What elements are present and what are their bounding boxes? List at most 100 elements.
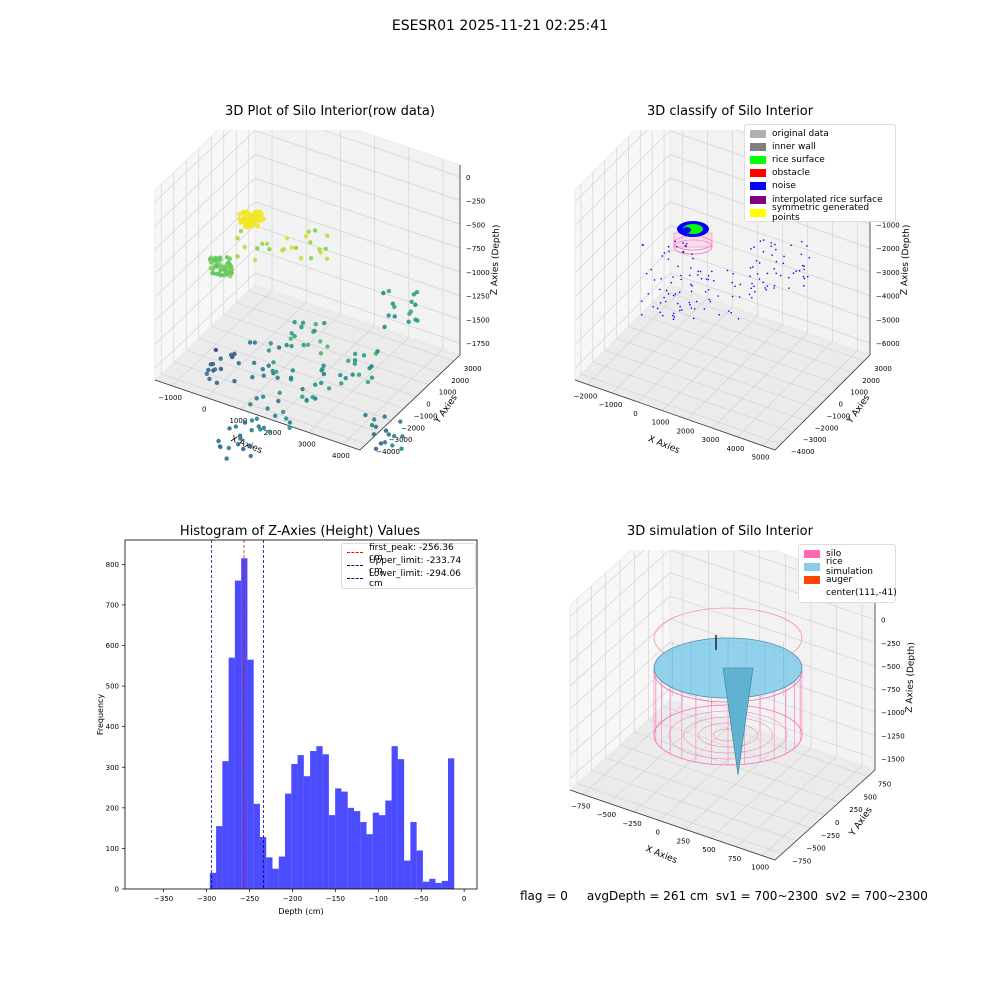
plot1-point xyxy=(288,336,293,341)
plot3-hist-bar xyxy=(366,834,373,889)
plot1-grid-line xyxy=(248,290,454,362)
plot1-point xyxy=(280,248,285,253)
plot1-point xyxy=(260,366,266,372)
plot3-histogram: −350 −300 −250 −200 −150 −100 −50 0 0 100 200 300 40… xyxy=(96,539,478,916)
plot1-point xyxy=(305,342,311,348)
plot2-legend-item: interpolated rice surface xyxy=(745,193,895,206)
plot1-point xyxy=(283,416,289,421)
plot1-point xyxy=(413,317,418,322)
plot2-noise-point xyxy=(775,248,777,251)
plot2-noise-point xyxy=(754,290,756,293)
plot3-legend-item: Upper_limit: -233.74 cm xyxy=(342,556,475,576)
plot3-x-tick-label: −50 xyxy=(414,895,429,903)
plot3-hist-bar xyxy=(291,764,298,889)
plot1-point xyxy=(206,367,211,373)
plot2-noise-point xyxy=(692,317,695,320)
plot3-hist-bar xyxy=(353,811,361,889)
plot3-y-tick-label: 200 xyxy=(106,804,119,812)
plot2-noise-point xyxy=(751,266,754,268)
plot1-z-tick-label: −750 xyxy=(466,245,485,253)
plot2-noise-point xyxy=(801,264,804,267)
plot3-x-tick-label: −100 xyxy=(369,895,388,903)
plot1-point xyxy=(226,445,232,451)
plot2-noise-point xyxy=(803,265,805,267)
plot2-noise-point xyxy=(709,300,712,303)
plot1-point xyxy=(255,223,260,228)
plot2-noise-point xyxy=(704,291,707,293)
plot2-y-tick-label: 2000 xyxy=(862,377,880,385)
plot2-grid-line xyxy=(574,249,671,345)
plot1-point xyxy=(321,371,327,377)
plot2-grid-line xyxy=(574,130,671,226)
plot2-noise-point xyxy=(750,296,753,299)
plot2-noise-point xyxy=(667,258,670,260)
plot1-point xyxy=(390,443,395,448)
plot1-point xyxy=(273,369,279,374)
plot2-noise-point xyxy=(795,270,797,272)
plot2-grid-line xyxy=(574,177,671,274)
plot1-point xyxy=(241,215,246,221)
plot1-z-tick-label: −250 xyxy=(466,198,485,206)
plot1-point xyxy=(249,427,254,433)
plot1-point xyxy=(406,319,411,325)
plot1-point xyxy=(383,428,389,433)
plot2-noise-point xyxy=(773,287,775,289)
plot4-grid-line xyxy=(619,744,826,816)
plot3-hist-bar xyxy=(253,803,260,889)
plot2-grid-line xyxy=(628,326,829,397)
plot4-grid-line xyxy=(569,641,671,733)
plot1-point xyxy=(251,360,257,366)
plot1-point xyxy=(216,438,221,444)
plot2-legend-item: symmetric generated points xyxy=(745,203,895,223)
plot1-point xyxy=(217,271,222,276)
plot1-point xyxy=(371,432,377,437)
plot1-point xyxy=(271,360,276,365)
plot2-noise-point xyxy=(727,310,730,312)
plot2-noise-point xyxy=(682,242,684,244)
plot2-noise-point xyxy=(667,293,670,295)
plot4-z-tick-label: −1500 xyxy=(881,755,905,763)
plot2-noise-point xyxy=(753,246,755,248)
plot1-point xyxy=(280,409,286,415)
plot2-noise-point xyxy=(800,240,803,243)
plot1-point xyxy=(326,386,332,391)
plot2-noise-point xyxy=(660,277,663,280)
plot3-hist-bar xyxy=(379,815,386,889)
plot1-point xyxy=(308,240,313,245)
plot1-point xyxy=(303,234,309,239)
plot1-point xyxy=(371,417,377,422)
plot3-hist-bar xyxy=(347,807,354,889)
plot2-y-axis-line xyxy=(774,354,871,451)
plot1-point xyxy=(300,386,305,392)
plot4-x-tick-label: −500 xyxy=(597,811,616,819)
plot2-noise-point xyxy=(697,270,700,273)
plot2-z-tick-label: −2000 xyxy=(876,245,900,253)
plot2-noise-point xyxy=(692,257,694,260)
plot2-legend-label: noise xyxy=(772,181,796,192)
plot4-z-tick-label: −1000 xyxy=(881,709,905,717)
plot1-point xyxy=(235,236,240,241)
plot3-hist-bar xyxy=(278,856,286,889)
plot1-grid-line xyxy=(308,337,409,433)
plot2-legend-swatch xyxy=(750,169,766,178)
plot1-point xyxy=(306,229,311,234)
plot1-point xyxy=(407,311,412,316)
plot2-noise-point xyxy=(680,309,683,311)
plot3-hist-bar xyxy=(341,791,348,889)
plot2-noise-point xyxy=(782,262,785,264)
plot2-noise-point xyxy=(699,270,702,273)
plot4-x-tick-label: 250 xyxy=(677,837,690,845)
plot2-noise-point xyxy=(765,288,768,291)
plot2-noise-point xyxy=(711,270,713,273)
plot4-y-tick-label: −500 xyxy=(806,845,825,853)
plot4-legend-label: center(111,-41) xyxy=(826,588,897,599)
plot1-grid-line xyxy=(154,130,232,203)
plot1-point xyxy=(346,358,351,363)
plot4-grid-line xyxy=(669,595,876,667)
plot2-noise-point xyxy=(679,305,681,308)
plot2-grid-line xyxy=(737,341,833,438)
plot1-point xyxy=(258,427,263,432)
plot3-hist-bar xyxy=(416,850,423,889)
plot4-z-axis-label: Z Axies (Depth) xyxy=(905,642,915,713)
plot2-x-tick-label: −1000 xyxy=(599,401,623,409)
